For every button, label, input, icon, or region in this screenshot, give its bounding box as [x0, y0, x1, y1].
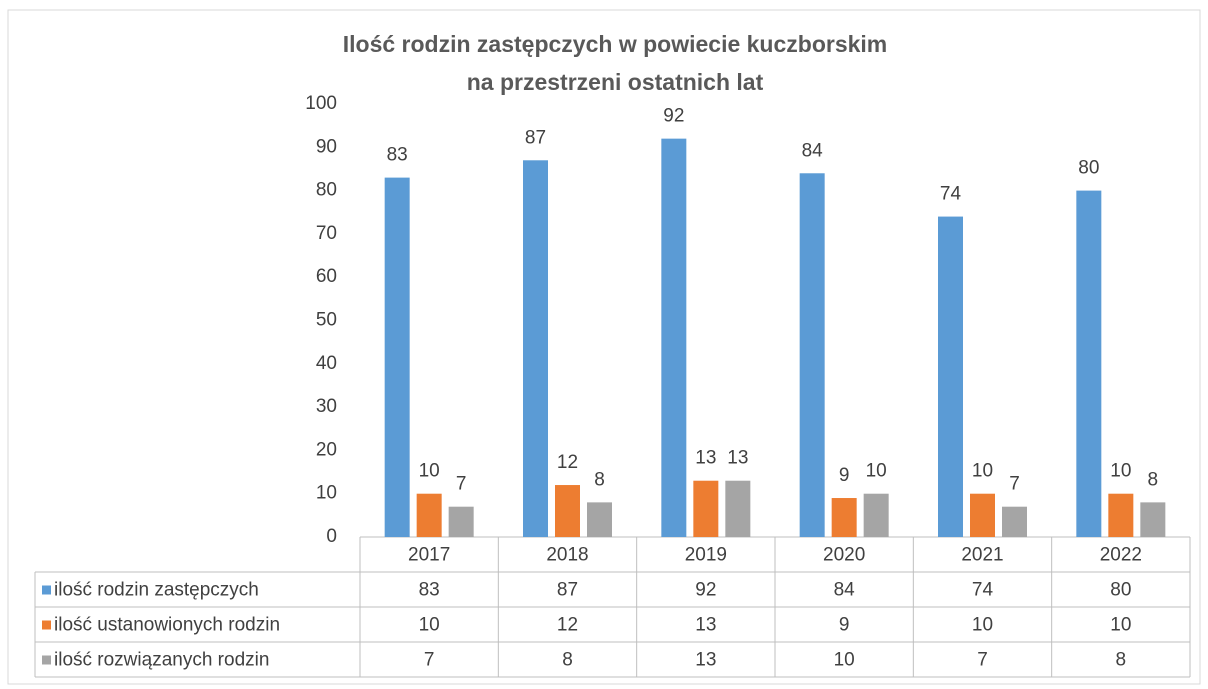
legend-key [42, 655, 51, 665]
y-tick-label: 30 [316, 396, 337, 417]
legend-key [42, 585, 51, 595]
value-label: 10 [419, 461, 440, 482]
value-label: 74 [940, 184, 962, 205]
bar [725, 480, 751, 537]
bar [799, 173, 825, 537]
table-cell: 92 [695, 580, 716, 601]
bar [1002, 506, 1027, 537]
bar [831, 498, 857, 537]
chart-title: na przestrzeni ostatnich lat [467, 69, 764, 95]
bar [1108, 493, 1134, 537]
table-cell: 7 [424, 650, 435, 671]
table-cell: 10 [972, 615, 993, 636]
table-cell: 8 [562, 650, 573, 671]
bar [587, 502, 612, 537]
value-label: 10 [1110, 461, 1131, 482]
legend-label: ilość ustanowionych rodzin [54, 615, 280, 636]
table-cell: 74 [972, 580, 994, 601]
y-tick-label: 0 [326, 526, 337, 547]
value-label: 80 [1078, 158, 1099, 179]
bar [416, 493, 442, 537]
value-label: 8 [1148, 469, 1159, 490]
value-label: 12 [557, 452, 578, 473]
legend-key [42, 620, 51, 630]
bar [523, 160, 548, 538]
bar [863, 493, 889, 537]
bar [555, 485, 580, 537]
bar [661, 138, 687, 537]
x-tick-label: 2020 [823, 545, 865, 566]
bar [1076, 190, 1102, 537]
table-cell: 83 [419, 580, 440, 601]
value-label: 13 [727, 448, 748, 469]
value-label: 7 [456, 474, 467, 495]
x-tick-label: 2019 [685, 545, 727, 566]
bar [693, 480, 719, 537]
bar [384, 177, 410, 538]
x-tick-label: 2021 [961, 545, 1003, 566]
value-label: 83 [387, 145, 408, 166]
bar [448, 506, 474, 537]
value-label: 13 [695, 448, 716, 469]
value-label: 7 [1009, 474, 1020, 495]
y-tick-label: 20 [316, 439, 337, 460]
table-cell: 87 [557, 580, 578, 601]
y-tick-label: 10 [316, 483, 337, 504]
value-label: 9 [839, 465, 850, 486]
table-cell: 80 [1110, 580, 1131, 601]
legend-label: ilość rodzin zastępczych [54, 580, 259, 601]
y-tick-label: 70 [316, 223, 337, 244]
y-tick-label: 60 [316, 266, 337, 287]
y-tick-label: 100 [305, 93, 337, 114]
y-tick-label: 40 [316, 353, 337, 374]
table-cell: 13 [695, 650, 716, 671]
chart-title: Ilość rodzin zastępczych w powiecie kucz… [343, 31, 888, 57]
table-cell: 84 [834, 580, 856, 601]
table-cell: 13 [695, 615, 716, 636]
table-cell: 10 [1110, 615, 1131, 636]
bar [970, 493, 995, 537]
value-label: 87 [525, 127, 546, 148]
value-label: 8 [594, 469, 605, 490]
value-label: 92 [663, 106, 684, 127]
value-label: 10 [972, 461, 993, 482]
table-cell: 8 [1116, 650, 1127, 671]
table-cell: 10 [419, 615, 440, 636]
table-cell: 10 [834, 650, 855, 671]
value-label: 84 [802, 140, 824, 161]
y-tick-label: 80 [316, 180, 337, 201]
legend-label: ilość rozwiązanych rodzin [54, 650, 269, 671]
table-cell: 9 [839, 615, 850, 636]
value-label: 10 [866, 461, 887, 482]
bar [938, 216, 963, 537]
bar [1140, 502, 1166, 537]
y-tick-label: 90 [316, 136, 337, 157]
x-tick-label: 2022 [1100, 545, 1142, 566]
x-tick-label: 2017 [408, 545, 450, 566]
table-cell: 12 [557, 615, 578, 636]
y-tick-label: 50 [316, 310, 337, 331]
table-cell: 7 [977, 650, 988, 671]
x-tick-label: 2018 [546, 545, 588, 566]
